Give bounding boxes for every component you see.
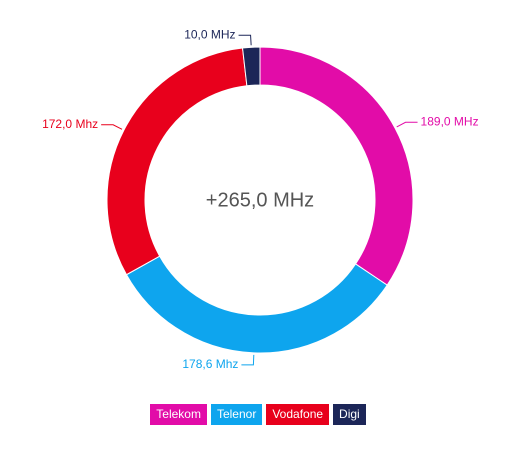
data-label: 189,0 MHz	[421, 114, 479, 128]
center-label: +265,0 MHz	[206, 189, 314, 211]
data-label: 10,0 MHz	[184, 27, 235, 41]
leader-line	[241, 354, 255, 366]
legend-item[interactable]: Digi	[333, 404, 366, 425]
legend: Telekom Telenor Vodafone Digi	[0, 404, 516, 425]
chart: +265,0 MHz 189,0 MHz 178,6 Mhz 172,0 Mhz 10…	[42, 27, 479, 371]
slice	[125, 255, 388, 354]
leader-line	[238, 34, 252, 46]
data-label: 178,6 Mhz	[182, 357, 238, 371]
data-label: 172,0 Mhz	[42, 117, 98, 131]
slice	[106, 47, 248, 276]
legend-item[interactable]: Vodafone	[266, 404, 330, 425]
legend-item[interactable]: Telekom	[150, 404, 207, 425]
leader-line	[101, 124, 123, 130]
slice	[259, 46, 414, 286]
leader-line	[396, 121, 418, 128]
legend-item[interactable]: Telenor	[210, 404, 263, 425]
slice	[241, 46, 261, 87]
